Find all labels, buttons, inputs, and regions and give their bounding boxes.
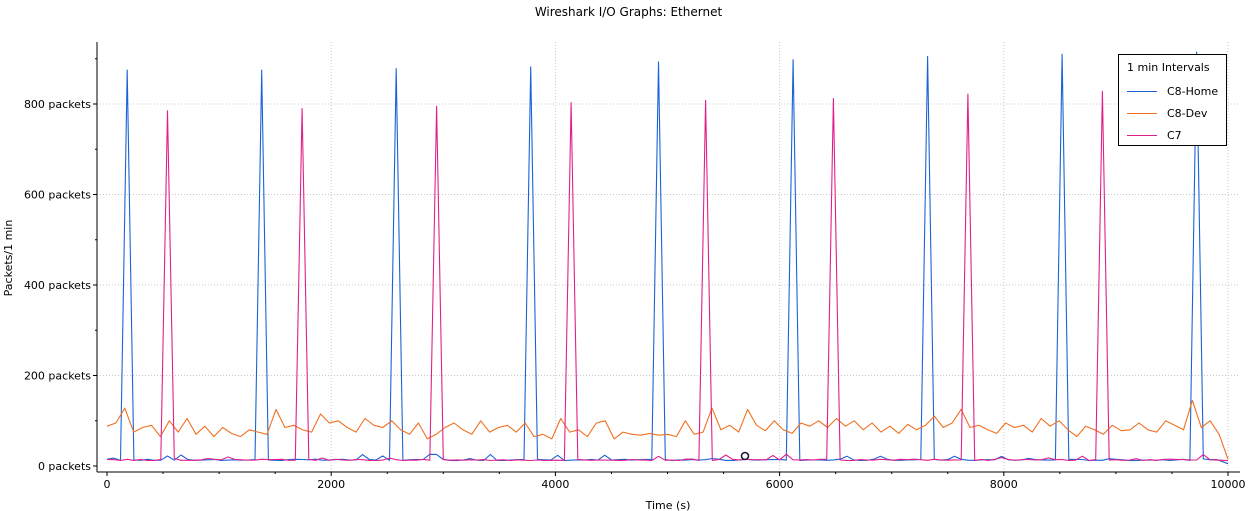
legend-item-c7: C7 (1127, 124, 1226, 146)
axes (93, 42, 1240, 476)
x-tick-label-2000: 2000 (317, 478, 345, 491)
y-tick-label-600: 600 packets (24, 189, 91, 202)
y-tick-label-400: 400 packets (24, 279, 91, 292)
legend-label-c8-home: C8-Home (1167, 84, 1219, 98)
y-tick-label-200: 200 packets (24, 370, 91, 383)
legend-title: 1 min Intervals (1127, 61, 1210, 74)
chart-title: Wireshark I/O Graphs: Ethernet (534, 5, 723, 19)
legend-label-c8-dev: C8-Dev (1167, 106, 1208, 120)
tick-labels: 0 2000 4000 6000 8000 10000 0 packets 200 packe… (24, 98, 1246, 491)
series-layer (106, 51, 1229, 465)
y-tick-label-800: 800 packets (24, 98, 91, 111)
series-line-c8-home (106, 51, 1229, 465)
legend-item-c8-home: C8-Home (1127, 80, 1226, 102)
legend-swatch-c7 (1127, 134, 1157, 136)
grid-lines (97, 42, 1240, 472)
x-tick-label-10000: 10000 (1211, 478, 1246, 491)
legend-item-c8-dev: C8-Dev (1127, 102, 1226, 124)
x-tick-label-8000: 8000 (990, 478, 1018, 491)
y-tick-label-0: 0 packets (38, 460, 91, 473)
legend-swatch-c8-dev (1127, 112, 1157, 114)
series-line-c7 (107, 90, 1229, 462)
x-axis-label: Time (s) (645, 499, 691, 511)
cursor-marker[interactable] (740, 451, 750, 461)
x-tick-label-0: 0 (104, 478, 111, 491)
x-tick-label-6000: 6000 (766, 478, 794, 491)
legend-swatch-c8-home (1127, 90, 1157, 92)
x-tick-label-4000: 4000 (541, 478, 569, 491)
series-line-c8-dev (106, 399, 1229, 460)
legend: 1 min Intervals C8-Home C8-Dev C7 (1118, 54, 1227, 146)
y-axis-label: Packets/1 min (2, 220, 15, 297)
legend-label-c7: C7 (1167, 128, 1182, 142)
